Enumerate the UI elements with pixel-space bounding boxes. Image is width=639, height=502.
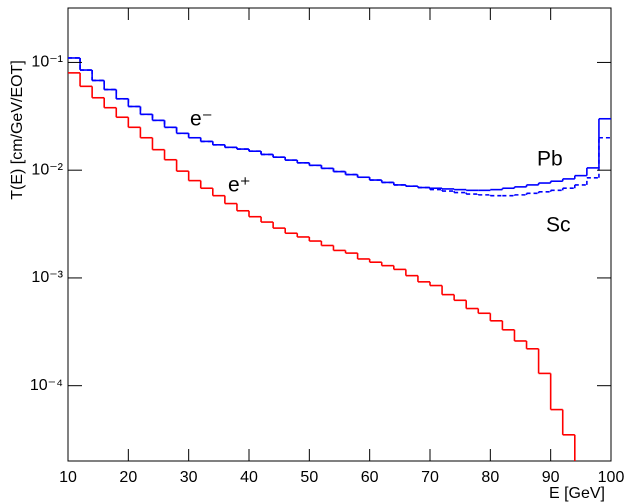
x-tick-label: 20 xyxy=(119,469,137,486)
curves xyxy=(68,57,611,461)
y-axis-title: T(E) [cm/GeV/EOT] xyxy=(9,60,26,200)
y-tick-label: 10⁻¹ xyxy=(31,54,63,71)
annotation: Pb xyxy=(537,148,563,171)
x-tick-label: 40 xyxy=(240,469,258,486)
y-tick-label: 10⁻⁴ xyxy=(30,377,63,394)
x-tick-label: 30 xyxy=(180,469,198,486)
x-tick-label: 50 xyxy=(300,469,318,486)
x-tick-label: 90 xyxy=(542,469,560,486)
x-axis-title: E [GeV] xyxy=(549,485,605,502)
x-tick-label: 100 xyxy=(598,469,625,486)
annotation: e⁺ xyxy=(228,174,251,197)
x-tick-label: 80 xyxy=(481,469,499,486)
x-tick-label: 60 xyxy=(361,469,379,486)
y-tick-label: 10⁻³ xyxy=(31,269,63,286)
annotation: e⁻ xyxy=(190,108,213,131)
x-tick-label: 10 xyxy=(59,469,77,486)
x-tick-label: 70 xyxy=(421,469,439,486)
annotation: Sc xyxy=(546,214,571,237)
y-tick-label: 10⁻² xyxy=(31,161,63,178)
plot-frame xyxy=(67,7,612,462)
